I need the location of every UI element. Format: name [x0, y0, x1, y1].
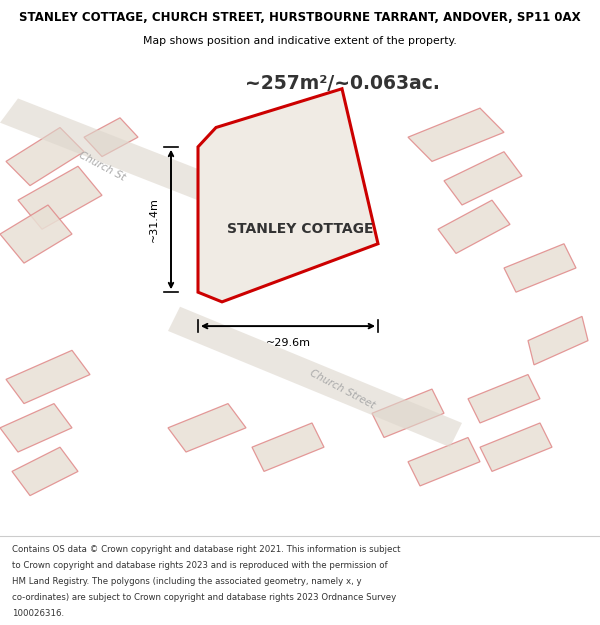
Polygon shape — [504, 244, 576, 292]
Text: ~31.4m: ~31.4m — [149, 197, 159, 242]
Polygon shape — [0, 205, 72, 263]
Polygon shape — [168, 307, 462, 448]
Text: STANLEY COTTAGE, CHURCH STREET, HURSTBOURNE TARRANT, ANDOVER, SP11 0AX: STANLEY COTTAGE, CHURCH STREET, HURSTBOU… — [19, 11, 581, 24]
Text: co-ordinates) are subject to Crown copyright and database rights 2023 Ordnance S: co-ordinates) are subject to Crown copyr… — [12, 593, 396, 602]
Text: Map shows position and indicative extent of the property.: Map shows position and indicative extent… — [143, 36, 457, 46]
Polygon shape — [12, 448, 78, 496]
Polygon shape — [18, 166, 102, 229]
Text: STANLEY COTTAGE: STANLEY COTTAGE — [227, 222, 373, 236]
Text: ~29.6m: ~29.6m — [265, 338, 311, 348]
Polygon shape — [480, 423, 552, 471]
Polygon shape — [84, 118, 138, 156]
Polygon shape — [6, 127, 84, 186]
Text: HM Land Registry. The polygons (including the associated geometry, namely x, y: HM Land Registry. The polygons (includin… — [12, 577, 362, 586]
Text: ~257m²/~0.063ac.: ~257m²/~0.063ac. — [245, 74, 439, 93]
Polygon shape — [528, 316, 588, 365]
Text: to Crown copyright and database rights 2023 and is reproduced with the permissio: to Crown copyright and database rights 2… — [12, 561, 388, 570]
Text: 100026316.: 100026316. — [12, 609, 64, 618]
Polygon shape — [468, 374, 540, 423]
Polygon shape — [408, 108, 504, 161]
Polygon shape — [0, 404, 72, 452]
Polygon shape — [198, 89, 378, 302]
Polygon shape — [408, 438, 480, 486]
Polygon shape — [444, 152, 522, 205]
Polygon shape — [252, 423, 324, 471]
Text: Church Street: Church Street — [308, 368, 376, 411]
Polygon shape — [438, 200, 510, 254]
Text: Contains OS data © Crown copyright and database right 2021. This information is : Contains OS data © Crown copyright and d… — [12, 545, 401, 554]
Polygon shape — [0, 98, 228, 205]
Polygon shape — [168, 404, 246, 452]
Polygon shape — [6, 350, 90, 404]
Polygon shape — [372, 389, 444, 438]
Text: Church St: Church St — [77, 150, 127, 182]
